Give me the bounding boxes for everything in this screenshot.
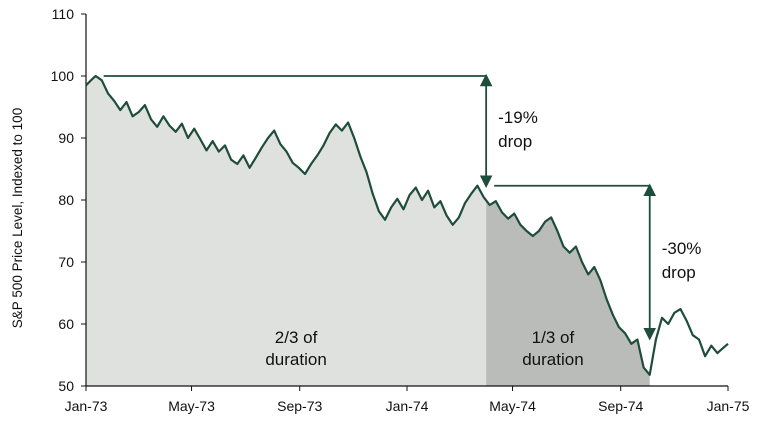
axes: [81, 13, 729, 391]
y-tick-label: 80: [58, 192, 74, 208]
annotations: -19% drop -30% drop 2/3 of duration 1/3 of dura…: [103, 73, 702, 369]
x-tick-label: May-74: [489, 398, 536, 414]
shaded-regions: [86, 76, 650, 386]
x-tick-label: Sep-73: [277, 398, 322, 414]
y-tick-label: 70: [58, 254, 74, 270]
x-tick-label: Jan-74: [386, 398, 429, 414]
y-tick-label: 60: [58, 316, 74, 332]
x-tick-label: Jan-73: [65, 398, 108, 414]
series-line: [85, 74, 729, 376]
tick-labels: 50 60 70 80 90 100 110 Jan-73 May-73 Sep-73 Jan-74…: [51, 6, 750, 414]
x-tick-label: Sep-74: [598, 398, 643, 414]
drop-label: drop: [498, 132, 532, 151]
duration-label: 2/3 of: [275, 328, 318, 347]
drop-label: -30%: [662, 239, 702, 258]
y-tick-label: 110: [52, 6, 75, 22]
x-tick-label: Jan-75: [707, 398, 750, 414]
shaded-region-2: [486, 200, 650, 386]
series: [85, 74, 729, 376]
duration-label: duration: [522, 350, 583, 369]
drop-label: -19%: [498, 108, 538, 127]
y-axis-label: S&P 500 Price Level, Indexed to 100: [10, 108, 25, 328]
x-tick-label: May-73: [168, 398, 215, 414]
duration-label: 1/3 of: [532, 328, 575, 347]
y-tick-label: 50: [58, 378, 74, 394]
duration-label: duration: [265, 350, 326, 369]
shaded-region-1: [86, 76, 487, 386]
y-tick-label: 90: [58, 130, 74, 146]
y-tick-label: 100: [51, 68, 75, 84]
drop-label: drop: [662, 263, 696, 282]
